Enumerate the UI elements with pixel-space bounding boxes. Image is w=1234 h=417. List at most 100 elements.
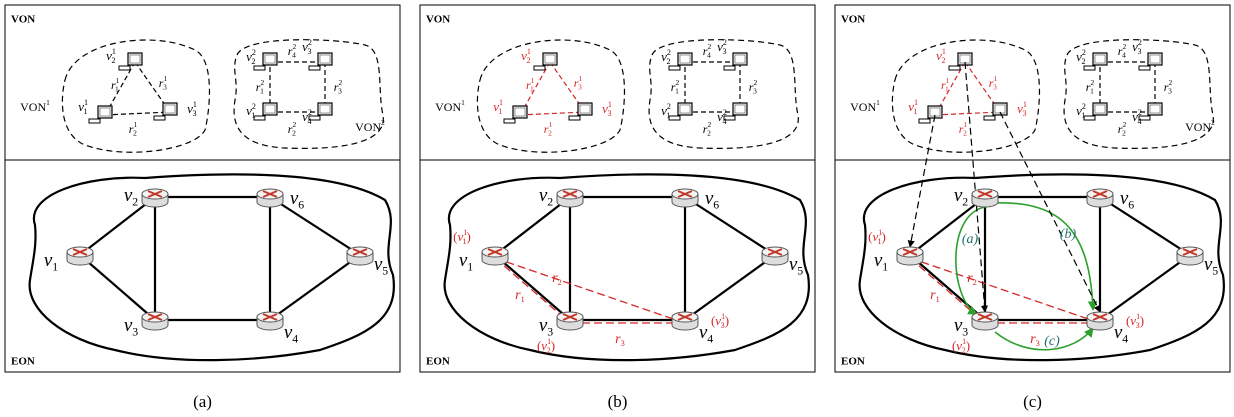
label-sup: 1 xyxy=(1023,100,1027,109)
label: v24 xyxy=(717,108,727,126)
computer-display xyxy=(320,105,330,113)
virtual-link xyxy=(105,112,170,115)
label: r2 xyxy=(967,271,977,287)
label-sup: 2 xyxy=(667,48,671,57)
label: v12 xyxy=(521,47,531,65)
computer-display xyxy=(735,105,745,113)
eon-boundary xyxy=(860,174,1224,360)
label-sub: 4 xyxy=(707,50,711,59)
label: v12 xyxy=(936,47,946,65)
label-sup: 1 xyxy=(608,100,612,109)
label: v23 xyxy=(302,38,312,56)
computer-display xyxy=(1150,105,1160,113)
label-sup: 2 xyxy=(308,38,312,47)
label: r23 xyxy=(334,78,343,95)
computer-keyboard xyxy=(1084,66,1095,70)
von-label: VON1 xyxy=(20,98,50,114)
label-sub: 6 xyxy=(1128,198,1134,211)
label: r3 xyxy=(615,332,625,348)
label-sub: 2 xyxy=(133,128,137,137)
label: v4 xyxy=(284,322,298,345)
mapping-arrow xyxy=(910,115,935,247)
eon-title: EON xyxy=(11,356,35,368)
label-part: ) xyxy=(551,338,555,353)
label-sup: 2 xyxy=(1211,118,1215,127)
eon-frame xyxy=(5,160,400,372)
label: v24 xyxy=(1132,108,1142,126)
label-sub: 1 xyxy=(467,260,473,273)
label: r24 xyxy=(703,42,712,59)
label-sup: 1 xyxy=(914,98,918,107)
label: r1 xyxy=(515,288,525,304)
label-sub: 1 xyxy=(882,260,888,273)
label: (v11) xyxy=(868,228,886,246)
von-label: VON2 xyxy=(1185,118,1215,134)
computer-display xyxy=(1150,55,1160,63)
label: r21 xyxy=(1086,78,1095,95)
physical-link xyxy=(495,255,570,320)
label-sub: 1 xyxy=(675,86,679,95)
label: v6 xyxy=(705,188,719,211)
label-sub: 3 xyxy=(993,82,997,91)
computer-display xyxy=(545,55,555,63)
label-sub: 3 xyxy=(192,109,196,118)
label: v5 xyxy=(789,254,803,277)
label: v11 xyxy=(908,98,918,116)
label-sup: 1 xyxy=(46,98,50,107)
figure: VONEON(a)v11v12v13r11r12r13VON1v21v22v23… xyxy=(0,0,1234,417)
label-sub: 4 xyxy=(292,50,296,59)
label-sup: 1 xyxy=(193,100,197,109)
panel: VONEON(b)v11v12v13r11r12r13VON1v21v22v23… xyxy=(420,5,815,411)
label-part: ) xyxy=(882,229,886,244)
mapped-link xyxy=(495,258,570,323)
label: v3 xyxy=(539,315,553,338)
eon-boundary xyxy=(30,174,394,360)
label-sub: 1 xyxy=(498,107,502,116)
label-sup: 1 xyxy=(942,47,946,56)
label-sub: 1 xyxy=(666,111,670,120)
label: v5 xyxy=(1204,254,1218,277)
computer-display xyxy=(580,105,590,113)
label-sup: 2 xyxy=(381,118,385,127)
label-sub: 3 xyxy=(1022,109,1026,118)
physical-link xyxy=(685,197,775,255)
label: v21 xyxy=(1076,102,1086,120)
label-sub: 2 xyxy=(548,128,552,137)
label-sup: 1 xyxy=(876,98,880,107)
label: r24 xyxy=(1118,42,1127,59)
label-part: VON xyxy=(1185,120,1211,134)
von-title: VON xyxy=(11,14,35,26)
label-part: VON xyxy=(355,120,381,134)
label-sup: 1 xyxy=(499,98,503,107)
caption: (c) xyxy=(1023,392,1042,411)
label: r22 xyxy=(1118,120,1127,137)
label: r13 xyxy=(574,74,583,91)
label: v2 xyxy=(539,185,553,208)
label-sub: 3 xyxy=(1168,86,1172,95)
label-sub: 5 xyxy=(382,264,388,277)
computer-display xyxy=(1095,105,1105,113)
label-sup: 2 xyxy=(252,102,256,111)
label-sub: 4 xyxy=(1122,50,1126,59)
computer-keyboard xyxy=(1084,116,1095,120)
label-sub: 1 xyxy=(530,84,534,93)
label-sub: 4 xyxy=(1137,117,1141,126)
panel: VONEON(c)v11v12v13r11r12r13VON1v21v22v23… xyxy=(835,5,1230,411)
computer-keyboard xyxy=(254,66,265,70)
computer-display xyxy=(100,108,110,116)
label-sup: 2 xyxy=(1082,48,1086,57)
label-sup: 2 xyxy=(723,108,727,117)
route-label: (a) xyxy=(962,232,979,247)
computer-keyboard xyxy=(309,66,320,70)
label-sub: 1 xyxy=(936,294,940,304)
label-sup: 1 xyxy=(84,98,88,107)
computer-display xyxy=(265,105,275,113)
physical-link xyxy=(685,255,775,320)
